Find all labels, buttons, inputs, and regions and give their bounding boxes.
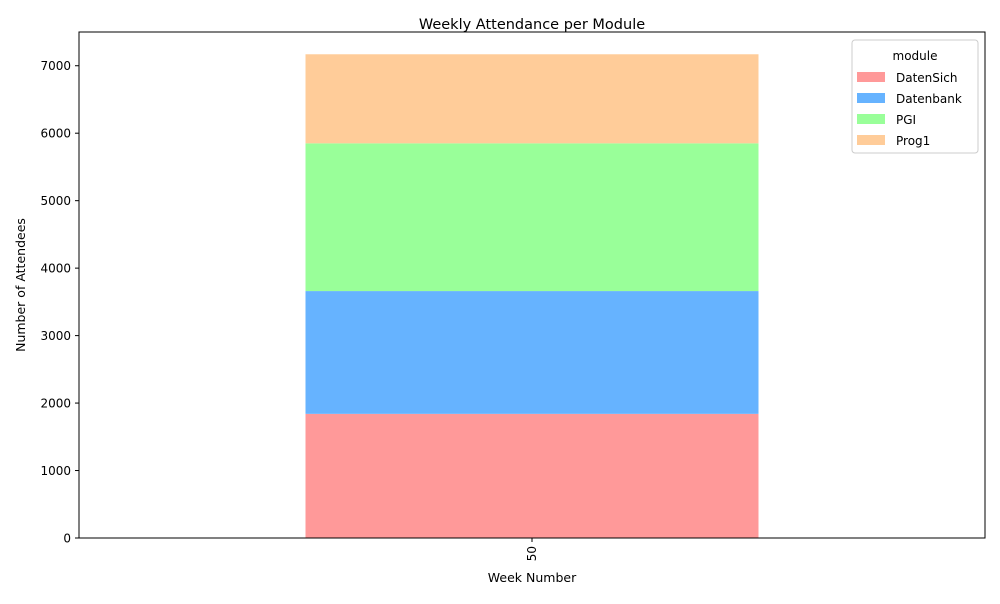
x-axis: 50: [525, 538, 539, 561]
y-tick-label: 6000: [40, 127, 71, 141]
y-tick-label: 4000: [40, 262, 71, 276]
legend-swatch-datensich: [857, 72, 885, 82]
bar-datensich-50: [305, 413, 759, 538]
bar-datenbank-50: [305, 291, 759, 414]
x-tick-label: 50: [525, 546, 539, 561]
y-tick-label: 1000: [40, 464, 71, 478]
legend-label-prog1: Prog1: [896, 134, 930, 148]
legend-label-datenbank: Datenbank: [896, 92, 962, 106]
x-axis-label: Week Number: [488, 570, 577, 585]
y-tick-label: 0: [63, 532, 71, 546]
bar-stack-group: [305, 54, 759, 538]
chart-title: Weekly Attendance per Module: [419, 17, 645, 33]
y-tick-label: 3000: [40, 329, 71, 343]
legend-title: module: [893, 49, 938, 63]
legend-swatch-prog1: [857, 135, 885, 145]
bar-prog1-50: [305, 54, 759, 144]
plot-frame: [78, 31, 986, 539]
legend-label-datensich: DatenSich: [896, 71, 957, 85]
bar-pgi-50: [305, 143, 759, 292]
y-axis-label: Number of Attendees: [13, 218, 28, 352]
y-tick-label: 5000: [40, 194, 71, 208]
y-tick-label: 2000: [40, 397, 71, 411]
y-axis: 0 1000 2000 3000 4000 5000 6000 7000: [40, 59, 79, 546]
y-tick-label: 7000: [40, 59, 71, 73]
legend-swatch-datenbank: [857, 93, 885, 103]
legend-swatch-pgi: [857, 114, 885, 124]
legend-box: [851, 39, 979, 154]
legend-label-pgi: PGI: [896, 113, 916, 127]
legend: module DatenSich Datenbank PGI Prog1: [851, 39, 979, 154]
